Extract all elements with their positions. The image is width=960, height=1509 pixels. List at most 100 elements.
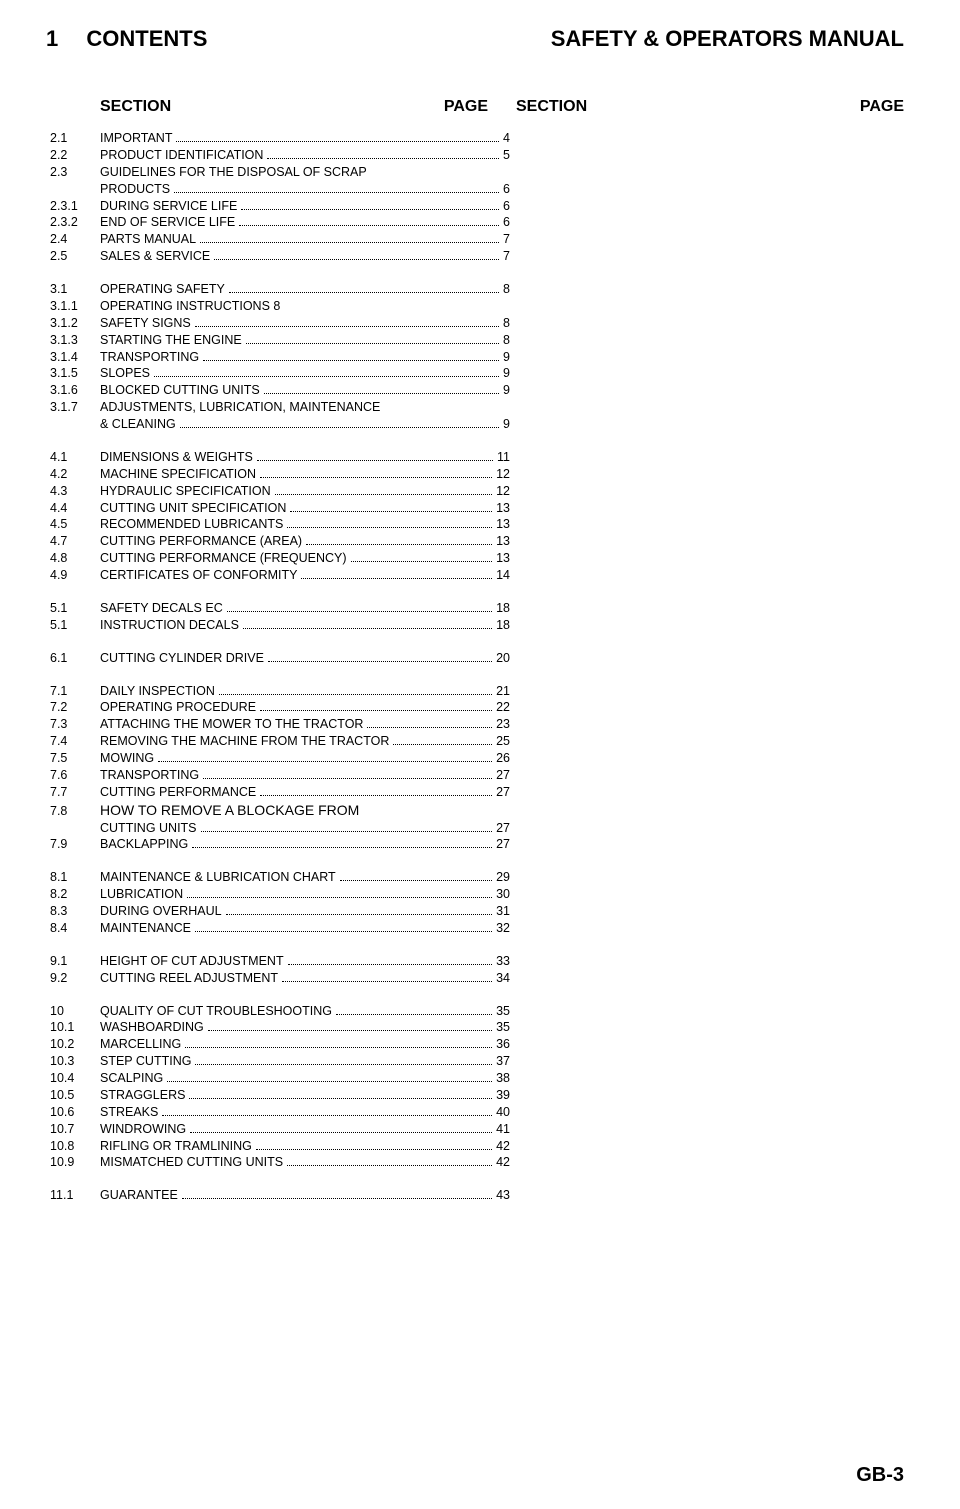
toc-entry-title: RIFLING OR TRAMLINING [100, 1138, 254, 1155]
toc-group: 9.1HEIGHT OF CUT ADJUSTMENT339.2CUTTING … [50, 953, 904, 987]
toc-entry-number: 5.1 [50, 600, 100, 617]
toc-entry: 8.3DURING OVERHAUL31 [50, 903, 510, 920]
toc-entry-number: 6.1 [50, 650, 100, 667]
toc-leader-dots [287, 1165, 492, 1166]
toc-entry-page: 6 [501, 198, 510, 215]
col-page-label: PAGE [860, 98, 904, 116]
toc-entry-number: 2.4 [50, 231, 100, 248]
toc-leader-dots [203, 360, 499, 361]
toc-leader-dots [243, 628, 492, 629]
toc-entry-title: HEIGHT OF CUT ADJUSTMENT [100, 953, 286, 970]
toc-entry-page: 13 [494, 550, 510, 567]
toc-leader-dots [306, 544, 492, 545]
toc-entry-page: 8 [501, 332, 510, 349]
toc-entry: 10QUALITY OF CUT TROUBLESHOOTING35 [50, 1003, 510, 1020]
toc-leader-dots [288, 964, 493, 965]
toc-entry-page: 18 [494, 617, 510, 634]
toc-entry: 4.9CERTIFICATES OF CONFORMITY14 [50, 567, 510, 584]
toc-leader-dots [246, 343, 499, 344]
toc-entry-title: CUTTING UNIT SPECIFICATION [100, 500, 288, 517]
toc-entry-page: 40 [494, 1104, 510, 1121]
toc-entry-number: 4.8 [50, 550, 100, 567]
toc-entry: 2.1IMPORTANT4 [50, 130, 510, 147]
toc-entry: 4.5RECOMMENDED LUBRICANTS13 [50, 516, 510, 533]
toc-entry: 2.2PRODUCT IDENTIFICATION5 [50, 147, 510, 164]
toc-entry: 5.1INSTRUCTION DECALS18 [50, 617, 510, 634]
toc-entry-page: 42 [494, 1154, 510, 1171]
toc-entry-number: 9.2 [50, 970, 100, 987]
toc-entry-title: MOWING [100, 750, 156, 767]
col-section-label: SECTION [516, 98, 587, 116]
toc-entry-page: 21 [494, 683, 510, 700]
toc-leader-dots [208, 1030, 492, 1031]
toc-entry-title: ADJUSTMENTS, LUBRICATION, MAINTENANCE [100, 399, 382, 416]
toc-entry: 7.5MOWING26 [50, 750, 510, 767]
toc-entry-number: 3.1.1 [50, 298, 100, 315]
toc-entry: 10.1WASHBOARDING35 [50, 1019, 510, 1036]
col-section-label: SECTION [100, 98, 171, 116]
toc-entry-title: REMOVING THE MACHINE FROM THE TRACTOR [100, 733, 391, 750]
toc-entry-number: 7.9 [50, 836, 100, 853]
toc-entry: 10.8RIFLING OR TRAMLINING42 [50, 1138, 510, 1155]
toc-entry-title: SLOPES [100, 365, 152, 382]
toc-leader-dots [264, 393, 499, 394]
toc-entry: 8.1MAINTENANCE & LUBRICATION CHART29 [50, 869, 510, 886]
toc-entry: 3.1.2SAFETY SIGNS8 [50, 315, 510, 332]
toc-entry-title: DIMENSIONS & WEIGHTS [100, 449, 255, 466]
toc-group: 3.1OPERATING SAFETY83.1.1OPERATING INSTR… [50, 281, 904, 433]
toc-entry-page: 41 [494, 1121, 510, 1138]
toc-entry-cont: & CLEANING9 [50, 416, 510, 433]
toc-body: 2.1IMPORTANT42.2PRODUCT IDENTIFICATION52… [50, 130, 904, 1204]
chapter-title: CONTENTS [86, 26, 207, 51]
toc-entry-number: 2.3 [50, 164, 100, 181]
toc-entry-number: 7.8 [50, 803, 100, 820]
toc-leader-dots [226, 914, 493, 915]
toc-entry-title: SAFETY SIGNS [100, 315, 193, 332]
toc-entry-page: 34 [494, 970, 510, 987]
toc-group: 5.1SAFETY DECALS EC185.1INSTRUCTION DECA… [50, 600, 904, 634]
toc-entry-title: CUTTING PERFORMANCE (AREA) [100, 533, 304, 550]
toc-entry: 2.3GUIDELINES FOR THE DISPOSAL OF SCRAP [50, 164, 510, 181]
toc-entry-title: WASHBOARDING [100, 1019, 206, 1036]
toc-entry-title: IMPORTANT [100, 130, 174, 147]
toc-entry: 6.1CUTTING CYLINDER DRIVE20 [50, 650, 510, 667]
toc-entry-number: 10.5 [50, 1087, 100, 1104]
toc-entry-number: 8.4 [50, 920, 100, 937]
toc-entry-title: RECOMMENDED LUBRICANTS [100, 516, 285, 533]
toc-leader-dots [256, 1149, 492, 1150]
toc-entry-number: 4.1 [50, 449, 100, 466]
toc-entry-number: 5.1 [50, 617, 100, 634]
toc-leader-dots [174, 192, 499, 193]
toc-entry-title: LUBRICATION [100, 886, 185, 903]
toc-leader-dots [282, 981, 492, 982]
toc-entry-title-cont: CUTTING UNITS [100, 820, 199, 837]
toc-leader-dots [257, 460, 493, 461]
toc-entry: 7.2OPERATING PROCEDURE22 [50, 699, 510, 716]
toc-leader-dots [190, 1132, 492, 1133]
toc-leader-dots [203, 778, 492, 779]
toc-leader-dots [351, 561, 493, 562]
toc-entry-number: 4.4 [50, 500, 100, 517]
toc-entry-number: 7.7 [50, 784, 100, 801]
toc-entry: 3.1.1OPERATING INSTRUCTIONS 8 [50, 298, 510, 315]
toc-leader-dots [219, 694, 492, 695]
toc-entry-number: 4.2 [50, 466, 100, 483]
toc-leader-dots [195, 931, 492, 932]
toc-leader-dots [195, 1064, 492, 1065]
toc-leader-dots [201, 831, 493, 832]
toc-entry-title: STARTING THE ENGINE [100, 332, 244, 349]
toc-leader-dots [290, 511, 492, 512]
toc-entry: 10.5STRAGGLERS39 [50, 1087, 510, 1104]
toc-entry-title: OPERATING SAFETY [100, 281, 227, 298]
toc-entry-title: MAINTENANCE & LUBRICATION CHART [100, 869, 338, 886]
toc-entry-number: 8.2 [50, 886, 100, 903]
toc-entry-cont: CUTTING UNITS27 [50, 820, 510, 837]
toc-entry-number: 4.9 [50, 567, 100, 584]
toc-leader-dots [195, 326, 499, 327]
toc-entry-page: 35 [494, 1003, 510, 1020]
toc-leader-dots [192, 847, 492, 848]
toc-leader-dots [367, 727, 492, 728]
chapter-number: 1 [46, 26, 58, 51]
toc-entry: 4.2MACHINE SPECIFICATION12 [50, 466, 510, 483]
toc-entry-title: GUIDELINES FOR THE DISPOSAL OF SCRAP [100, 164, 369, 181]
